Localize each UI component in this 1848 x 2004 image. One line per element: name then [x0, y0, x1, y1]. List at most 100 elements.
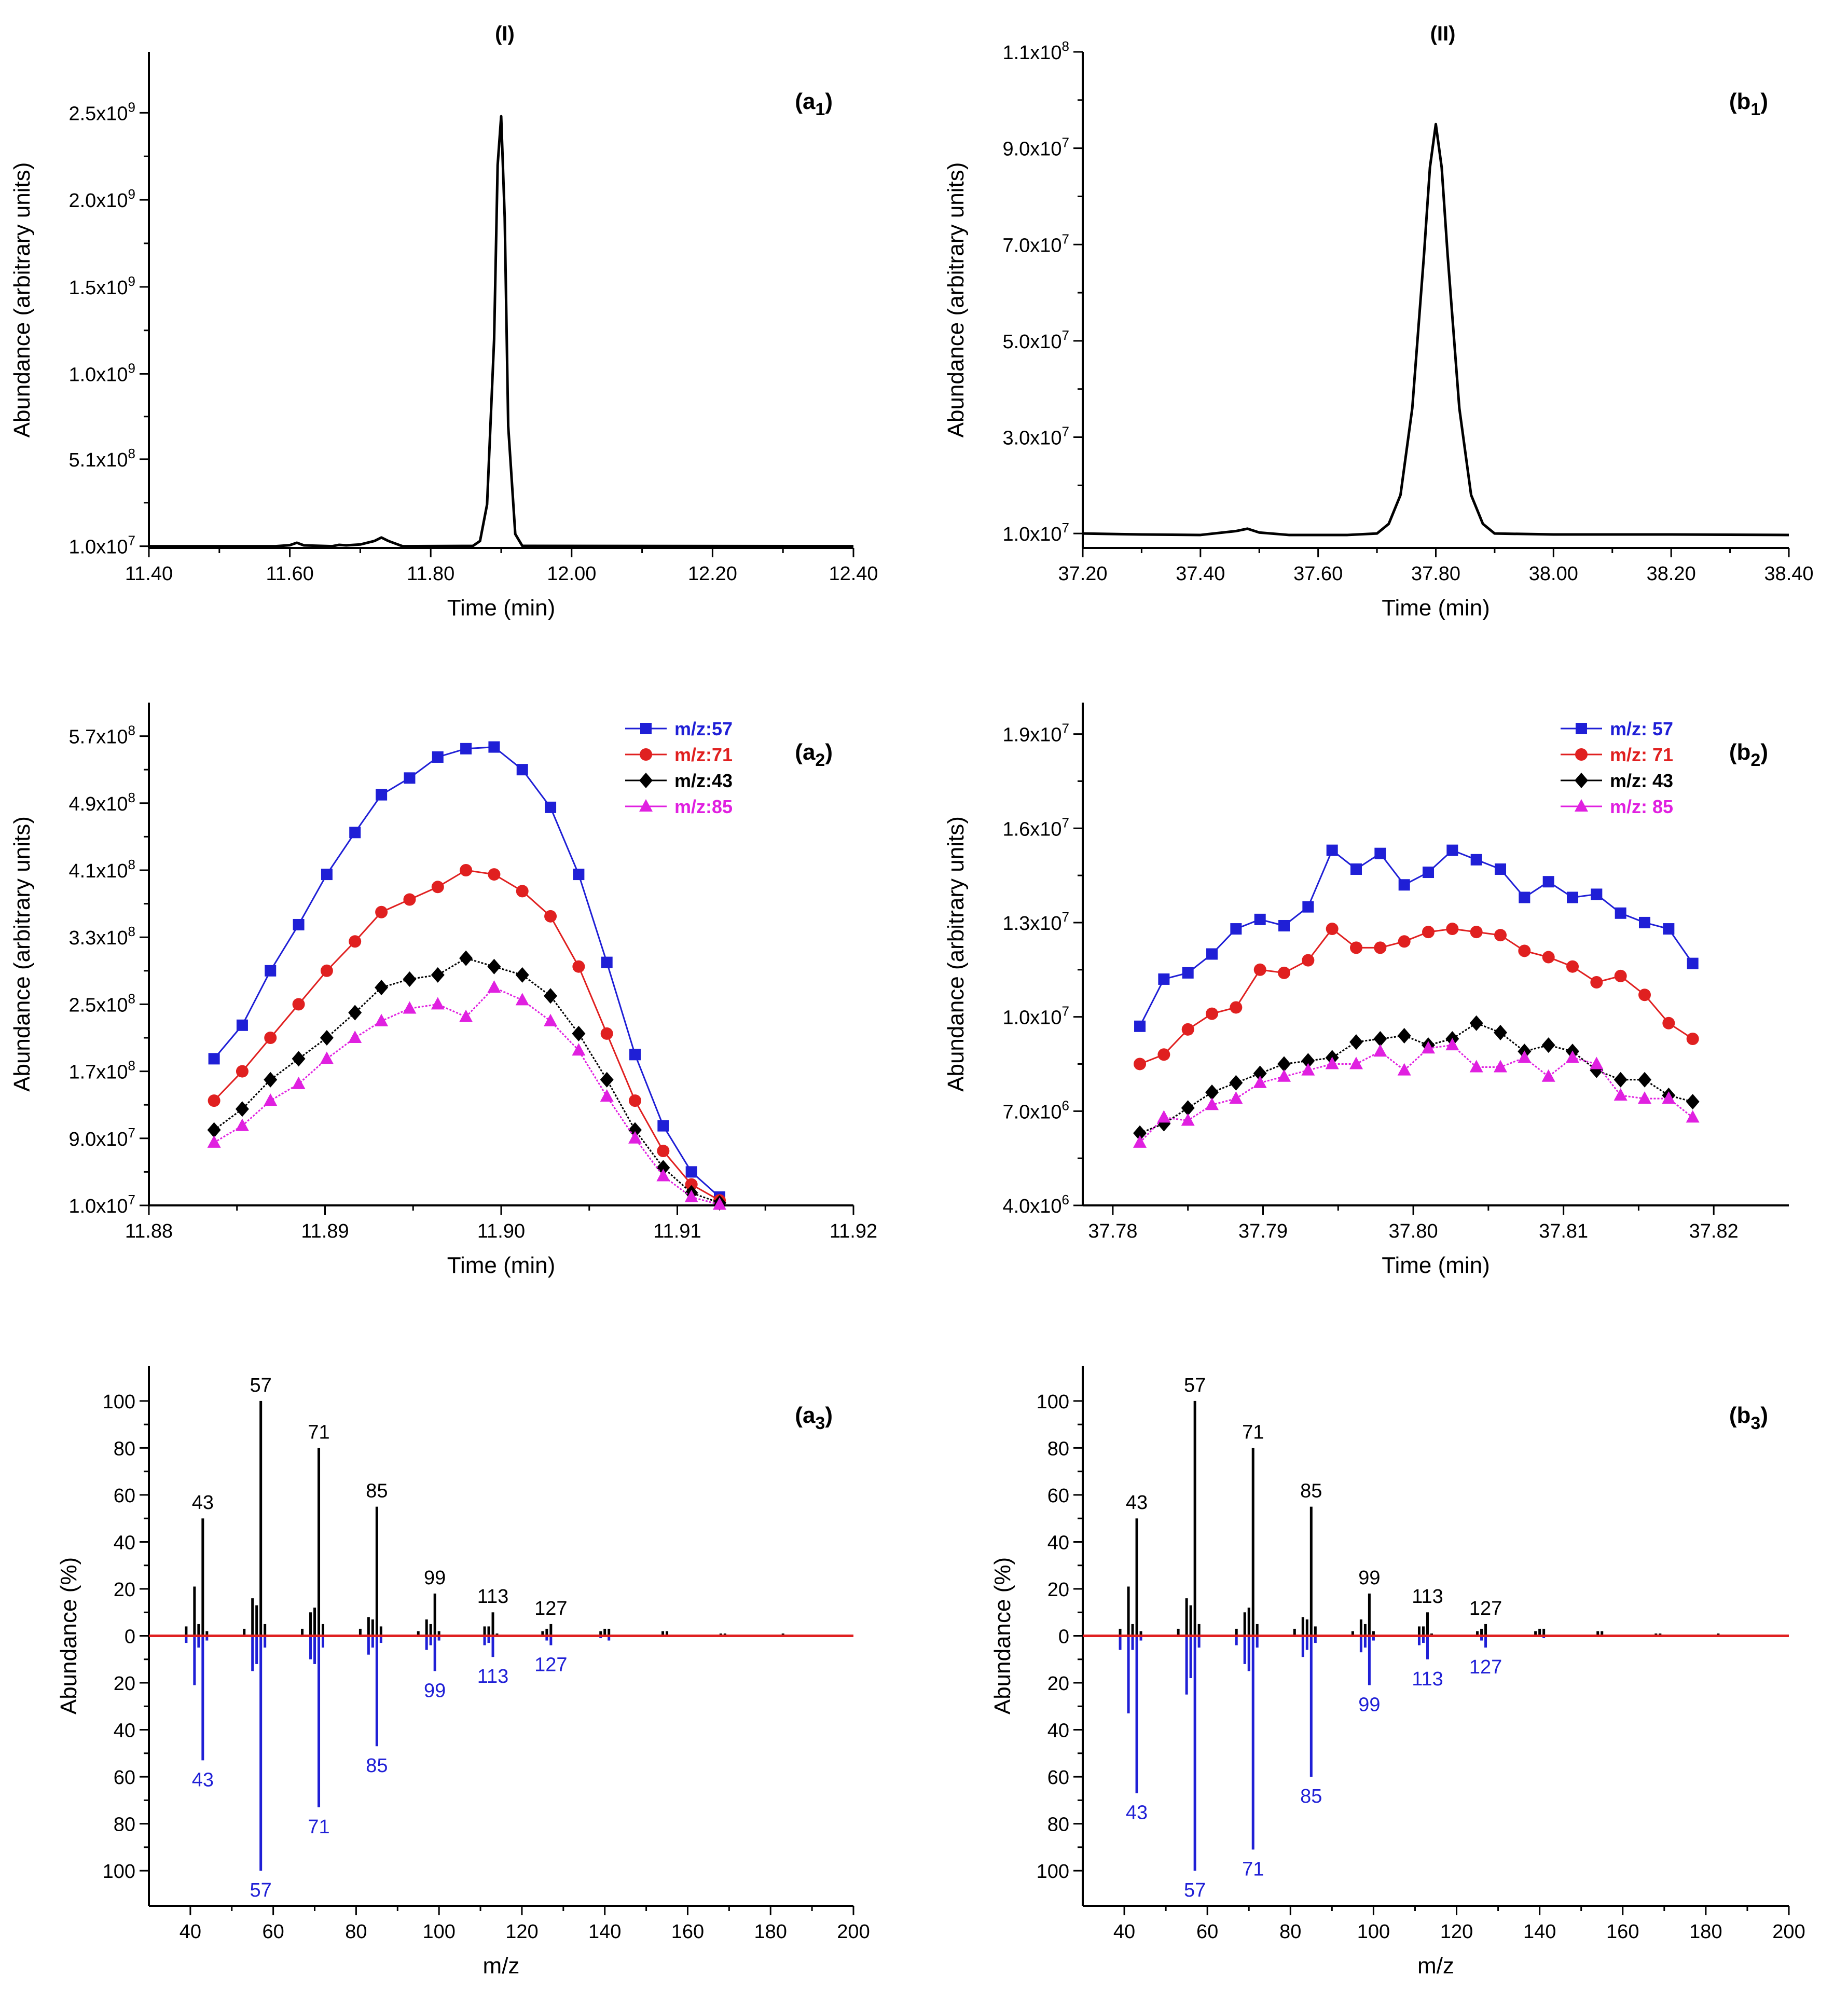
marker-circle: [1302, 954, 1315, 967]
panel-label-part: 2: [1750, 750, 1760, 770]
chart-b2: 37.78 37.79 37.80 37.81 37.824.0x1067.0x1061…: [943, 703, 1789, 1278]
x-tick-label: 180: [1689, 1921, 1722, 1943]
x-axis-title: Time (min): [1382, 595, 1490, 621]
marker-square: [1663, 923, 1675, 935]
marker-triangle: [264, 1093, 278, 1106]
panels: 11.40 11.60 11.80 12.00 12.20 12.401.0x1075.1…: [9, 38, 1814, 1979]
y-tick-label-exponent: 6: [1062, 1097, 1069, 1113]
marker-circle: [1350, 941, 1363, 954]
marker-diamond: [656, 1160, 670, 1176]
y-tick-label: 1.7x108: [68, 1058, 135, 1083]
marker-square: [1398, 879, 1410, 891]
panel-label-part: 1: [815, 100, 825, 119]
panel-label-part: ): [1760, 1403, 1768, 1428]
x-tick-label: 120: [505, 1921, 538, 1943]
y-tick-label: 60: [114, 1767, 135, 1789]
marker-square: [1254, 913, 1266, 925]
y-tick-label-mantissa: 1.0x10: [68, 537, 128, 558]
marker-triangle: [1566, 1050, 1580, 1063]
x-tick-label: 11.89: [301, 1220, 349, 1242]
legend-label: m/z:43: [674, 770, 733, 791]
marker-square: [573, 869, 585, 881]
bottom-peak-label: 71: [308, 1816, 329, 1838]
x-tick-label: 200: [1772, 1921, 1805, 1943]
marker-circle: [544, 910, 557, 923]
y-tick-label-exponent: 7: [1062, 231, 1069, 246]
x-tick-label: 40: [180, 1921, 201, 1943]
x-tick-label: 11.40: [125, 563, 173, 585]
y-tick-label: 20: [1047, 1673, 1069, 1695]
y-tick-label: 20: [114, 1579, 135, 1601]
y-tick-label-mantissa: 1.5x10: [68, 277, 128, 299]
x-tick-label: 40: [1113, 1921, 1135, 1943]
y-tick-label-mantissa: 1.0x10: [1002, 524, 1061, 545]
panel-label-part: (a: [795, 89, 816, 114]
marker-square: [685, 1166, 697, 1178]
y-tick-label-exponent: 7: [128, 1125, 135, 1141]
marker-circle: [1398, 935, 1411, 948]
marker-square: [236, 1019, 248, 1031]
x-tick-label: 11.88: [125, 1220, 173, 1242]
y-tick-label: 1.5x109: [68, 273, 135, 299]
panel-label-part: (b: [1729, 739, 1751, 765]
x-tick-label: 120: [1440, 1921, 1473, 1943]
marker-square: [1519, 891, 1530, 903]
marker-circle: [1575, 748, 1588, 761]
y-tick-label-mantissa: 9.0x10: [1002, 139, 1061, 160]
panel-label-part: 1: [1750, 100, 1760, 119]
marker-square: [1278, 919, 1290, 931]
y-tick-label-mantissa: 4.1x10: [68, 860, 128, 882]
marker-square: [1350, 863, 1362, 875]
marker-square: [1542, 876, 1554, 888]
marker-square: [1687, 957, 1699, 969]
y-tick-label-exponent: 9: [128, 99, 135, 115]
marker-square: [1423, 867, 1435, 879]
y-tick-label-mantissa: 2.5x10: [68, 103, 128, 125]
y-tick-label-exponent: 6: [1062, 1192, 1069, 1207]
y-tick-label-exponent: 8: [128, 924, 135, 939]
marker-circle: [1230, 1001, 1243, 1014]
x-tick-label: 37.80: [1389, 1220, 1438, 1242]
marker-square: [1326, 844, 1338, 856]
y-tick-label-exponent: 8: [128, 857, 135, 872]
x-tick-label: 60: [1196, 1921, 1218, 1943]
y-tick-label: 1.0x109: [68, 361, 135, 386]
legend-label: m/z:71: [674, 744, 733, 765]
y-tick-label-mantissa: 2.0x10: [68, 190, 128, 212]
marker-square: [1230, 923, 1242, 935]
marker-triangle: [207, 1135, 221, 1148]
marker-triangle: [639, 799, 653, 812]
bottom-peak-label: 43: [1126, 1802, 1148, 1824]
marker-circle: [1542, 951, 1555, 964]
marker-circle: [629, 1094, 642, 1107]
y-tick-label-mantissa: 1.6x10: [1002, 818, 1061, 840]
marker-triangle: [1638, 1091, 1652, 1104]
marker-circle: [1470, 926, 1483, 939]
y-tick-label: 1.0x107: [1002, 520, 1069, 545]
x-tick-label: 100: [1357, 1921, 1390, 1943]
top-peak-label: 71: [308, 1421, 329, 1443]
x-tick-label: 12.00: [547, 563, 596, 585]
chart-a2: 11.88 11.89 11.90 11.91 11.921.0x1079.0x1071…: [9, 703, 877, 1278]
marker-square: [1615, 907, 1626, 919]
x-tick-label: 37.78: [1088, 1220, 1137, 1242]
marker-circle: [264, 1032, 277, 1044]
y-tick-label-exponent: 8: [1062, 38, 1069, 54]
y-tick-label: 5.1x108: [68, 446, 135, 471]
y-tick-label: 80: [114, 1438, 135, 1460]
marker-circle: [403, 893, 416, 906]
marker-triangle: [1181, 1113, 1195, 1126]
marker-circle: [516, 885, 529, 898]
y-tick-label: 100: [103, 1861, 135, 1883]
marker-diamond: [320, 1030, 334, 1046]
marker-circle: [685, 1178, 698, 1191]
marker-triangle: [292, 1076, 306, 1089]
bottom-peak-label: 113: [1412, 1668, 1443, 1690]
marker-triangle: [1469, 1060, 1483, 1073]
marker-diamond: [515, 967, 529, 983]
marker-triangle: [235, 1118, 249, 1131]
y-tick-label: 2.5x108: [68, 991, 135, 1016]
y-tick-label: 1.0x107: [1002, 1004, 1069, 1029]
column-title-left: (I): [495, 22, 515, 45]
x-tick-label: 11.92: [830, 1220, 877, 1242]
